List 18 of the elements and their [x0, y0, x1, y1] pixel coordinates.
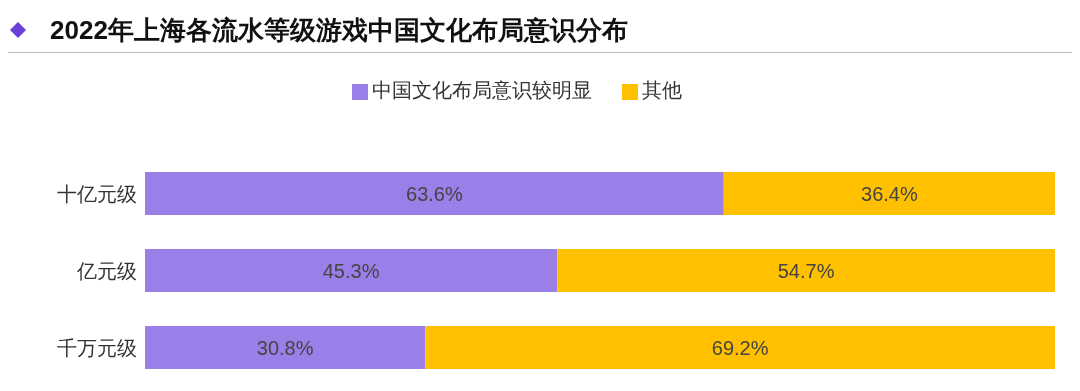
bar — [145, 172, 724, 215]
data-label: 69.2% — [711, 336, 769, 359]
y-tick-label: 亿元级 — [76, 259, 137, 282]
data-label: 63.6% — [406, 182, 463, 205]
bar — [723, 172, 1055, 215]
data-label: 54.7% — [777, 259, 835, 282]
data-label: 30.8% — [256, 336, 314, 359]
data-label: 36.4% — [861, 182, 918, 205]
y-tick-label: 十亿元级 — [57, 182, 137, 205]
bar — [145, 326, 426, 369]
bar — [425, 326, 1055, 369]
y-tick-label: 千万元级 — [57, 336, 137, 359]
bar — [557, 249, 1055, 292]
bar — [145, 249, 558, 292]
chart-title: 2022年上海各流水等级游戏中国文化布局意识分布 — [50, 13, 628, 47]
legend-label: 中国文化布局意识较明显 — [371, 79, 592, 101]
legend-label: 其他 — [641, 79, 682, 101]
data-label: 45.3% — [322, 259, 380, 282]
